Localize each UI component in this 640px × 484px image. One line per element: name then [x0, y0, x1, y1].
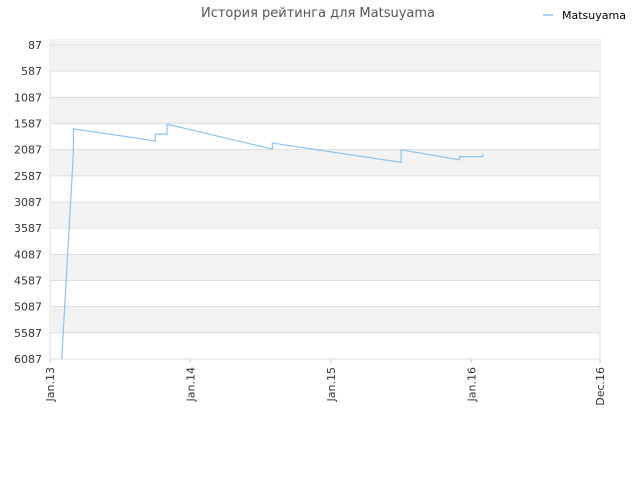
x-tick-label: Jan.14 [184, 367, 197, 402]
y-tick-label: 5587 [14, 327, 42, 340]
x-tick-label: Jan.13 [44, 367, 57, 402]
x-tick-label: Jan.16 [465, 367, 478, 402]
y-tick-label: 1587 [14, 118, 42, 131]
grid-band [50, 202, 600, 229]
y-tick-label: 6087 [14, 353, 42, 366]
y-tick-label: 2587 [14, 170, 42, 183]
plot-area [49, 39, 601, 360]
legend-label: Matsuyama [562, 9, 626, 22]
y-tick-label: 87 [28, 39, 42, 52]
y-tick-label: 3587 [14, 222, 42, 235]
y-tick-label: 5087 [14, 301, 42, 314]
y-tick-label: 587 [21, 65, 42, 78]
grid-band [50, 149, 600, 176]
grid-band [50, 306, 600, 333]
y-tick-label: 4087 [14, 248, 42, 261]
y-tick-label: 1087 [14, 91, 42, 104]
chart-title: История рейтинга для Matsuyama [201, 6, 435, 21]
x-tick-label: Jan.15 [325, 367, 338, 402]
y-tick-label: 2087 [14, 144, 42, 157]
grid-band [50, 254, 600, 281]
x-tick-label: Dec.16 [594, 367, 607, 406]
y-tick-label: 4587 [14, 275, 42, 288]
grid-band [50, 97, 600, 124]
line [61, 123, 484, 360]
y-tick-label: 3087 [14, 196, 42, 209]
